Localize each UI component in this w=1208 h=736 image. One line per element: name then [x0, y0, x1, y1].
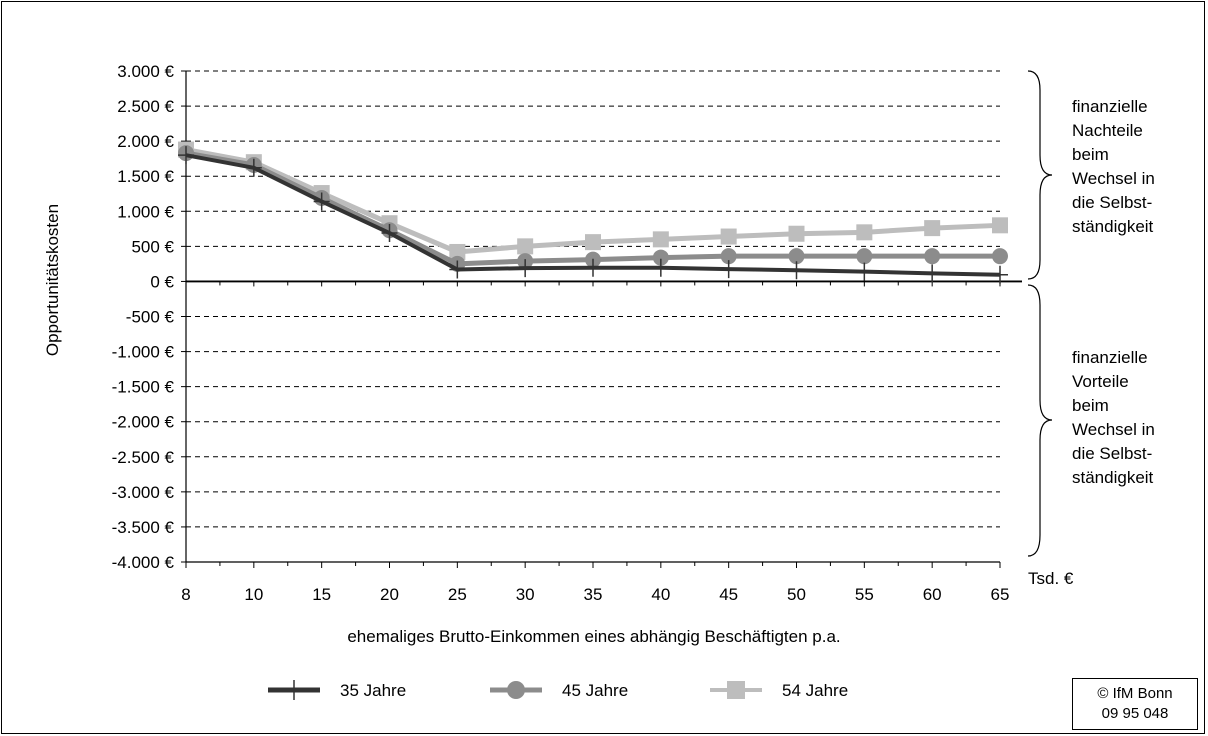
x-tick-label: 30 — [516, 585, 535, 604]
y-tick-label: 0 € — [150, 272, 174, 291]
data-point-square — [924, 220, 941, 237]
annotation-line: finanzielle — [1072, 97, 1148, 116]
data-point-circle — [992, 248, 1008, 265]
lower-brace-icon — [1027, 284, 1053, 557]
data-point-circle — [924, 248, 941, 265]
data-point-square — [585, 234, 601, 251]
x-tick-labels: 8 10 15 20 25 30 35 40 45 50 55 60 65 — [181, 585, 1009, 604]
y-tick-label: -1.500 € — [112, 378, 175, 397]
x-tick-label: 20 — [380, 585, 399, 604]
data-point-square — [992, 217, 1008, 234]
data-point-circle — [720, 248, 737, 265]
x-tick-label: 15 — [312, 585, 331, 604]
data-point-plus — [924, 264, 941, 283]
upper-annotation: finanzielle Nachteile beim Wechsel in die Se… — [1072, 97, 1155, 236]
annotation-line: ständigkeit — [1072, 217, 1154, 236]
y-tick-label: 1.000 € — [117, 202, 174, 221]
x-axis-unit: Tsd. € — [1028, 569, 1074, 588]
data-point-plus — [788, 261, 805, 280]
data-point-circle — [856, 248, 873, 265]
data-point-plus — [585, 258, 601, 277]
x-tick-label: 55 — [855, 585, 874, 604]
data-point-plus — [720, 260, 737, 279]
data-point-plus — [856, 262, 873, 281]
data-point-square — [788, 225, 805, 242]
upper-brace-icon — [1027, 70, 1053, 280]
y-tick-label: 500 € — [131, 237, 174, 256]
y-tick-label: -2.500 € — [112, 448, 175, 467]
y-tick-labels: 3.000 € 2.500 € 2.000 € 1.500 € 1.000 € 500 €… — [112, 62, 175, 572]
source-box: © IfM Bonn 09 95 048 — [1072, 678, 1198, 730]
data-point-plus — [517, 259, 534, 278]
data-point-square — [652, 231, 669, 248]
annotation-line: Wechsel in — [1072, 169, 1155, 188]
y-tick-label: 2.500 € — [117, 97, 174, 116]
data-point-square — [517, 238, 534, 255]
gridlines — [186, 70, 1000, 563]
y-tick-label: 3.000 € — [117, 62, 174, 81]
data-point-plus — [245, 158, 262, 177]
legend-label: 35 Jahre — [340, 681, 406, 700]
y-tick-label: 1.500 € — [117, 167, 174, 186]
data-point-plus — [652, 258, 669, 277]
legend-marker-square — [727, 681, 745, 699]
y-tick-label: -500 € — [126, 308, 175, 327]
data-point-square — [449, 243, 466, 260]
x-tick-label: 45 — [719, 585, 738, 604]
x-tick-label: 65 — [991, 585, 1010, 604]
legend-marker-circle — [507, 681, 525, 699]
y-tick-label: -4.000 € — [112, 553, 175, 572]
data-point-plus — [992, 265, 1008, 284]
x-axis-title: ehemaliges Brutto-Einkommen eines abhäng… — [347, 627, 840, 646]
source-line-1: © IfM Bonn — [1097, 685, 1173, 702]
annotation-line: die Selbst- — [1072, 444, 1152, 463]
series-group — [178, 141, 1008, 284]
lower-annotation: finanzielle Vorteile beim Wechsel in die Sel… — [1072, 348, 1155, 487]
annotation-line: Vorteile — [1072, 372, 1129, 391]
data-point-circle — [652, 249, 669, 266]
x-tick-label: 40 — [651, 585, 670, 604]
data-point-plus — [449, 260, 466, 279]
annotation-line: finanzielle — [1072, 348, 1148, 367]
annotation-line: Wechsel in — [1072, 420, 1155, 439]
source-line-2: 09 95 048 — [1101, 705, 1169, 722]
x-tick-label: 35 — [584, 585, 603, 604]
x-tick-label: 60 — [923, 585, 942, 604]
legend: 35 Jahre 45 Jahre 54 Jahre — [268, 680, 848, 700]
data-point-plus — [313, 192, 330, 211]
data-point-square — [856, 224, 873, 241]
x-tick-label: 10 — [244, 585, 263, 604]
annotation-line: Nachteile — [1072, 121, 1143, 140]
y-tick-label: -1.000 € — [112, 343, 175, 362]
data-point-circle — [788, 248, 805, 265]
annotation-line: beim — [1072, 396, 1109, 415]
data-point-plus — [381, 224, 398, 243]
x-tick-label: 50 — [787, 585, 806, 604]
annotation-line: ständigkeit — [1072, 468, 1154, 487]
x-tick-label: 25 — [448, 585, 467, 604]
legend-label: 54 Jahre — [782, 681, 848, 700]
data-point-plus — [178, 146, 194, 165]
y-tick-label: -3.500 € — [112, 518, 175, 537]
data-point-square — [720, 228, 737, 245]
annotation-line: die Selbst- — [1072, 193, 1152, 212]
legend-label: 45 Jahre — [562, 681, 628, 700]
annotation-line: beim — [1072, 145, 1109, 164]
x-tick-label: 8 — [181, 585, 190, 604]
y-tick-label: 2.000 € — [117, 132, 174, 151]
y-tick-label: -2.000 € — [112, 413, 175, 432]
y-tick-label: -3.000 € — [112, 483, 175, 502]
axes — [181, 70, 1022, 568]
y-axis-title: Opportunitätskosten — [43, 204, 62, 356]
